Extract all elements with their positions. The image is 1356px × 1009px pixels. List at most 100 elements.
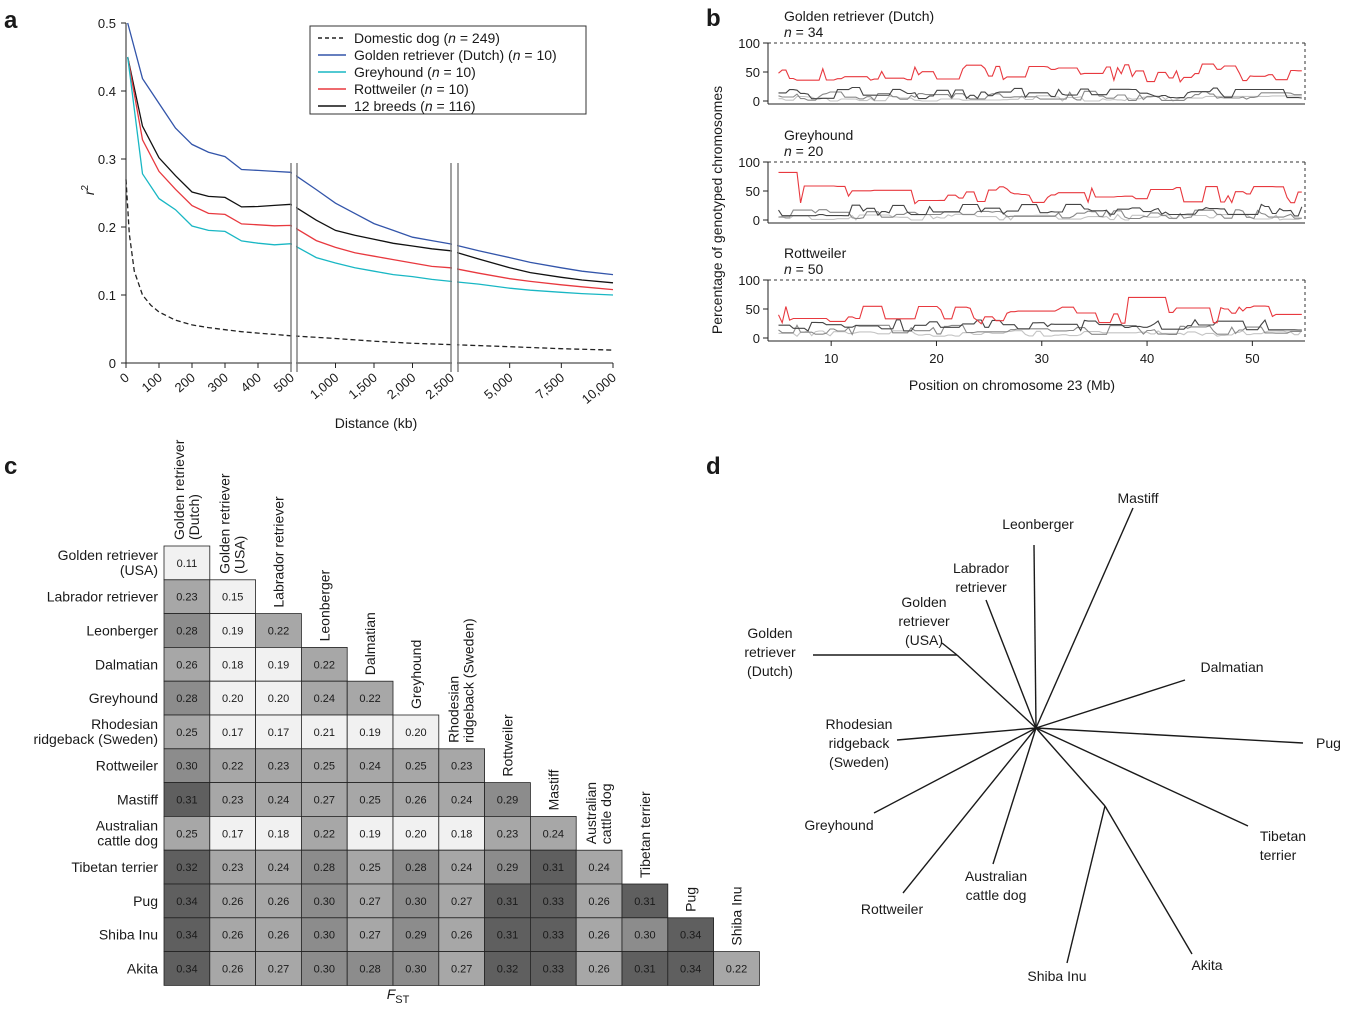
tree-edge xyxy=(1104,805,1193,955)
panel-a-xtick-label: 7,500 xyxy=(533,370,568,402)
fst-cell xyxy=(163,748,211,783)
fst-cell-value: 0.34 xyxy=(680,930,701,942)
panel-b-ytick-label: 0 xyxy=(753,213,760,228)
fst-col-label: ridgeback (Sweden) xyxy=(461,618,477,743)
panel-b-subplot-title: Rottweiler xyxy=(784,245,847,261)
fst-cell xyxy=(346,714,394,750)
fst-col-label: Shiba Inu xyxy=(729,886,745,945)
fst-cell xyxy=(438,951,485,986)
panel-a-series xyxy=(125,22,614,351)
fst-cell xyxy=(621,883,669,919)
legend-n-value: = 10) xyxy=(440,64,476,80)
fst-cell-value: 0.25 xyxy=(176,727,197,739)
fst-cell-value: 0.26 xyxy=(405,795,426,807)
panel-c-xlabel: FST xyxy=(387,986,410,1004)
panel-a-series-line xyxy=(125,179,614,351)
legend-n-value: = 116) xyxy=(433,98,476,114)
panel-letter-b: b xyxy=(706,5,721,32)
fst-cell-value: 0.26 xyxy=(588,964,609,976)
fst-cell xyxy=(255,714,302,750)
panel-letter-c: c xyxy=(4,453,17,480)
legend-name: Greyhound ( xyxy=(354,64,432,80)
fst-cell-value: 0.24 xyxy=(451,862,472,874)
n-symbol: n xyxy=(784,143,792,159)
legend-n-value: = 10) xyxy=(433,81,469,97)
panel-d-edges xyxy=(813,507,1304,964)
tree-leaf-label: Greyhound xyxy=(804,817,873,833)
tree-leaf-label: Shiba Inu xyxy=(1027,968,1086,984)
panel-a-ld-decay-chart: 00.10.20.30.40.50 100 200 300 400 500 1,000 1,5… xyxy=(80,16,619,431)
fst-cell-value: 0.20 xyxy=(268,693,289,705)
tree-edge xyxy=(1035,679,1186,729)
fst-cell-value: 0.19 xyxy=(268,659,289,671)
fst-row-label: Rhodesian xyxy=(91,716,158,732)
fst-col-label: Greyhound xyxy=(408,640,424,709)
fst-cell xyxy=(438,849,485,885)
panel-a-legend: Domestic dog (n = 249)Golden retriever (… xyxy=(309,25,587,115)
panel-b-ytick-label: 50 xyxy=(746,65,760,80)
fst-cell xyxy=(209,647,257,682)
fst-cell-value: 0.19 xyxy=(359,828,380,840)
fst-cell xyxy=(163,782,211,817)
fst-cell-value: 0.28 xyxy=(359,964,380,976)
tree-edge xyxy=(1035,507,1134,729)
fst-cell xyxy=(255,748,302,783)
fst-cell-value: 0.19 xyxy=(222,626,243,638)
panel-b-series-line xyxy=(778,296,1302,325)
legend-n: n xyxy=(425,81,433,97)
fst-cell xyxy=(346,782,394,817)
tree-edge xyxy=(873,727,1037,814)
fst-cell xyxy=(255,951,302,986)
fst-cell-value: 0.23 xyxy=(176,592,197,604)
fst-cell-value: 0.34 xyxy=(176,964,197,976)
fst-cell-value: 0.27 xyxy=(359,930,380,942)
fst-cell-value: 0.26 xyxy=(268,896,289,908)
panel-a-series-line xyxy=(127,56,614,296)
fst-cell xyxy=(392,714,440,750)
panel-b-ytick-label: 0 xyxy=(753,94,760,109)
legend-n: n xyxy=(513,47,521,63)
fst-cell xyxy=(621,917,669,952)
tree-leaf-label: Dalmatian xyxy=(1200,659,1263,675)
fst-cell xyxy=(346,748,394,783)
panel-a-series-line xyxy=(127,56,614,284)
fst-cell xyxy=(438,883,485,919)
tree-leaf-label: Pug xyxy=(1316,735,1341,751)
panel-a-ylabel-r: r xyxy=(81,189,97,195)
n-symbol: n xyxy=(784,261,792,277)
panel-a-legend-label: Rottweiler (n = 10) xyxy=(354,81,469,97)
fst-cell xyxy=(163,917,211,952)
fst-cell xyxy=(667,951,714,986)
panel-a-xtick-label: 2,500 xyxy=(422,370,457,402)
panel-a-ytick-label: 0.3 xyxy=(98,152,116,167)
fst-cell-value: 0.27 xyxy=(451,896,472,908)
fst-row-label: Greyhound xyxy=(89,690,158,706)
panel-a-axes: 00.10.20.30.40.50 100 200 300 400 500 1,000 1,5… xyxy=(98,16,619,407)
fst-row-label: Golden retriever xyxy=(58,547,159,563)
panel-b-ytick-label: 50 xyxy=(746,302,760,317)
panel-b-series-line xyxy=(778,203,1303,217)
panel-b-subplot: Golden retriever (Dutch)n = 34 0 50 100 xyxy=(738,8,1306,109)
fst-col-label: Rottweiler xyxy=(500,714,516,777)
fst-cell-value: 0.25 xyxy=(359,862,380,874)
fst-cell xyxy=(300,647,348,682)
fst-cell-value: 0.20 xyxy=(222,693,243,705)
fst-row-label: Australian xyxy=(96,817,158,833)
fst-cell xyxy=(346,951,394,986)
panel-b-subplots: Golden retriever (Dutch)n = 34050100Grey… xyxy=(738,8,1306,366)
fst-cell-value: 0.34 xyxy=(176,896,197,908)
fst-cell xyxy=(530,849,577,885)
panel-a-break-gap xyxy=(452,160,457,375)
fst-cell xyxy=(163,883,211,919)
fst-cell-value: 0.26 xyxy=(588,930,609,942)
fst-cell-value: 0.17 xyxy=(222,828,243,840)
fst-cell-value: 0.30 xyxy=(405,964,426,976)
panel-b-xtick-label: 40 xyxy=(1140,351,1154,366)
panel-b-series-line xyxy=(778,86,1302,100)
panel-b-xtick-label: 20 xyxy=(929,351,943,366)
fst-cell-value: 0.22 xyxy=(314,828,335,840)
panel-b-ytick-label: 100 xyxy=(738,155,760,170)
fst-cell xyxy=(575,883,623,919)
